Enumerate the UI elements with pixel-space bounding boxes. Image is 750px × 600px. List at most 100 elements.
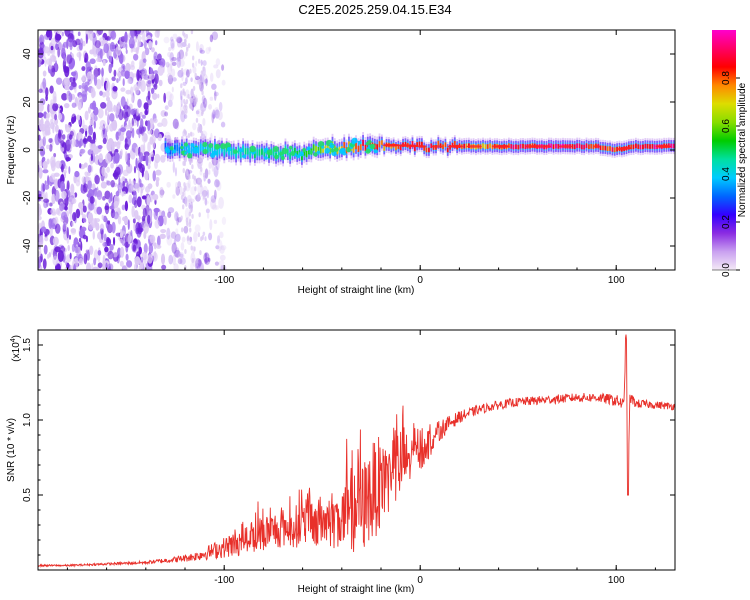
noise-speckle (195, 258, 202, 269)
noise-speckle (218, 260, 225, 266)
noise-speckle (53, 172, 60, 177)
noise-speckle (176, 216, 179, 226)
ridge-segment (204, 144, 207, 151)
noise-speckle (183, 38, 187, 44)
noise-speckle (131, 205, 135, 218)
noise-speckle (141, 62, 145, 68)
noise-speckle (113, 211, 119, 220)
noise-speckle (133, 190, 137, 203)
noise-speckle (142, 207, 147, 218)
noise-speckle (170, 36, 174, 42)
ridge-segment (510, 144, 513, 149)
noise-speckle (89, 139, 96, 144)
noise-speckle (137, 227, 144, 233)
noise-speckle (104, 190, 111, 200)
ridge-segment (315, 145, 317, 153)
ridge-segment (512, 144, 515, 150)
noise-speckle (209, 218, 213, 231)
noise-speckle (178, 59, 185, 67)
ridge-blob (208, 143, 214, 149)
ridge-segment (178, 147, 181, 154)
noise-speckle (38, 102, 44, 112)
noise-speckle (54, 189, 60, 202)
noise-speckle (179, 186, 183, 196)
ridge-blob (192, 146, 199, 154)
noise-speckle (42, 169, 49, 174)
noise-speckle (176, 51, 181, 62)
noise-speckle (84, 81, 90, 86)
ridge-blob (264, 156, 268, 160)
noise-speckle (139, 183, 144, 188)
ridge-segment (322, 146, 324, 153)
ridge-segment (637, 144, 640, 149)
noise-speckle (120, 149, 123, 157)
noise-speckle (44, 124, 51, 136)
ridge-blob (187, 153, 193, 159)
noise-speckle (175, 228, 179, 234)
ridge-blob (186, 149, 191, 153)
noise-speckle (219, 264, 224, 270)
noise-speckle (64, 123, 68, 129)
noise-speckle (205, 78, 208, 87)
noise-speckle (50, 208, 56, 216)
noise-speckle (46, 144, 50, 150)
noise-speckle (147, 120, 151, 132)
noise-speckle (140, 68, 148, 76)
noise-speckle (124, 31, 128, 43)
noise-speckle (165, 91, 173, 101)
noise-speckle (104, 246, 109, 253)
ridge-core (408, 144, 419, 148)
ridge-segment (383, 146, 386, 151)
noise-speckle (40, 226, 47, 233)
noise-speckle (221, 79, 226, 86)
noise-speckle (121, 191, 124, 197)
noise-speckle (99, 48, 103, 59)
noise-speckle (87, 164, 92, 173)
noise-speckle (54, 178, 59, 190)
noise-speckle (215, 245, 220, 250)
noise-speckle (185, 99, 189, 105)
spectrogram-plot-area (38, 30, 675, 270)
ridge-segment (672, 143, 675, 149)
noise-speckle (43, 198, 50, 203)
noise-speckle (155, 169, 162, 176)
ridge-blob (290, 150, 296, 156)
noise-speckle (82, 40, 86, 47)
noise-speckle (219, 254, 226, 261)
ridge-segment (489, 143, 491, 149)
noise-speckle (43, 184, 50, 190)
noise-speckle (194, 195, 198, 200)
spectrogram-x-tick-label: -100 (214, 275, 234, 286)
noise-speckle (151, 47, 155, 53)
noise-speckle (154, 128, 160, 139)
noise-speckle (187, 178, 191, 189)
noise-speckle (153, 250, 157, 259)
noise-speckle (142, 58, 147, 63)
noise-speckle (122, 65, 125, 70)
noise-speckle (138, 265, 142, 270)
noise-speckle (42, 156, 46, 162)
noise-speckle (39, 234, 44, 247)
noise-speckle (188, 218, 192, 224)
noise-speckle (78, 51, 81, 62)
ridge-blob (183, 151, 188, 155)
noise-speckle (146, 195, 151, 207)
noise-speckle (147, 141, 151, 153)
noise-speckle (89, 49, 95, 55)
noise-speckle (192, 122, 197, 131)
noise-speckle (100, 229, 104, 241)
noise-speckle (170, 38, 175, 49)
spectrogram-y-tick-label: -40 (22, 238, 33, 253)
ridge-segment (312, 144, 315, 151)
noise-speckle (167, 99, 173, 108)
noise-speckle (87, 180, 93, 190)
noise-speckle (218, 196, 224, 209)
noise-speckle (167, 63, 173, 75)
ridge-segment (550, 143, 553, 149)
noise-speckle (119, 238, 124, 244)
ridge-segment (380, 140, 383, 145)
noise-speckle (90, 218, 98, 228)
ridge-blob (172, 149, 177, 154)
noise-speckle (78, 84, 82, 90)
